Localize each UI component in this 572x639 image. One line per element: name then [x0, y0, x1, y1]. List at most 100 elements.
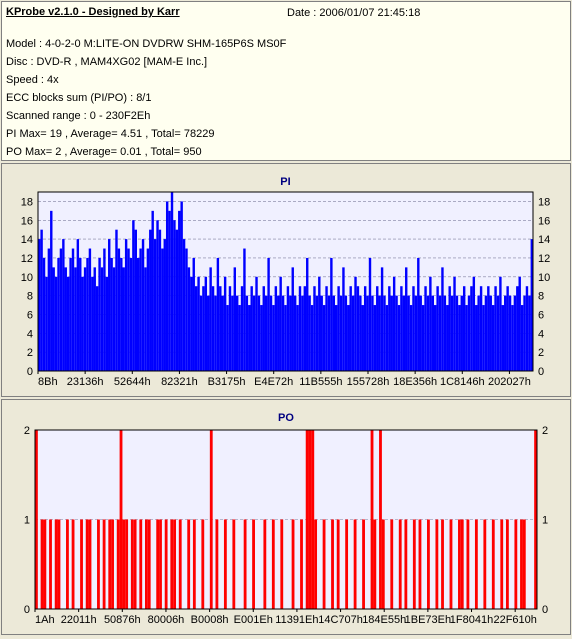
bar	[418, 519, 422, 609]
bar	[522, 519, 526, 609]
bar	[190, 276, 193, 371]
bar	[76, 239, 80, 371]
bar	[153, 239, 157, 371]
bar	[64, 267, 67, 371]
bar	[240, 286, 244, 371]
bar	[133, 519, 137, 609]
x-tick-label: 18E356h	[393, 376, 437, 388]
x-tick-label: 23136h	[67, 376, 104, 388]
bar	[436, 286, 439, 371]
bar	[404, 519, 408, 609]
bar	[467, 295, 471, 371]
y-tick-label-left: 4	[27, 328, 33, 340]
bar	[139, 248, 142, 371]
bar	[137, 257, 140, 371]
bar	[250, 286, 253, 371]
bar	[508, 295, 512, 371]
disc-line: Disc : DVD-R , MAM4XG02 [MAM-E Inc.]	[6, 56, 208, 68]
bar	[228, 286, 232, 371]
bar	[187, 267, 191, 371]
x-tick-label: 184E55h	[362, 614, 406, 626]
bar	[271, 519, 275, 609]
bar	[383, 295, 386, 371]
bar	[161, 248, 164, 371]
bar	[296, 305, 299, 371]
bar	[147, 519, 151, 609]
x-tick-label: 11B555h	[299, 376, 342, 388]
bar	[93, 267, 96, 371]
chart-title: PI	[280, 176, 290, 188]
bar	[443, 295, 447, 371]
y-tick-label-left: 0	[27, 366, 33, 378]
bar	[523, 295, 526, 371]
bar	[102, 519, 106, 609]
bar	[414, 295, 418, 371]
bar	[127, 248, 130, 371]
bar	[54, 276, 58, 371]
bar	[412, 519, 416, 609]
bar	[134, 229, 137, 371]
bar	[43, 519, 47, 609]
bar	[97, 519, 100, 609]
bar	[233, 267, 236, 371]
bar	[347, 305, 350, 371]
x-tick-label: 1F8041h	[450, 614, 493, 626]
bar	[390, 295, 393, 371]
bar	[57, 257, 60, 371]
bar	[361, 305, 364, 371]
bar	[260, 305, 263, 371]
bar	[88, 519, 92, 609]
bar	[124, 239, 128, 371]
bar	[159, 519, 162, 609]
bar	[314, 519, 318, 609]
bar	[66, 276, 70, 371]
po-stats-line: PO Max= 2 , Average= 0.01 , Total= 950	[6, 146, 202, 158]
bar	[335, 305, 338, 371]
bar	[516, 286, 519, 371]
bar	[144, 267, 147, 371]
bar	[88, 248, 92, 371]
x-tick-label: 82321h	[161, 376, 198, 388]
bar	[308, 295, 311, 371]
bar	[378, 295, 381, 371]
bar	[187, 519, 191, 609]
bar	[170, 519, 174, 609]
bar	[122, 267, 125, 371]
x-tick-label: B3175h	[208, 376, 246, 388]
bar	[327, 295, 331, 371]
bar	[111, 519, 114, 609]
pi-chart-panel: 0 0 2 2 4 4 6 6 8 8 10 10 12 12 14 14 16 16 18 18 PI 8Bh 23136…	[1, 163, 571, 397]
bar	[441, 519, 444, 609]
bar	[500, 519, 504, 609]
bar	[284, 305, 287, 371]
bar	[117, 248, 121, 371]
bar	[110, 257, 113, 371]
x-tick-label: 202027h	[488, 376, 531, 388]
scan-date: Date : 2006/01/07 21:45:18	[287, 7, 421, 19]
bar	[216, 257, 220, 371]
x-tick-label: 8Bh	[38, 376, 58, 388]
bar	[397, 305, 401, 371]
y-tick-label-left: 2	[27, 347, 33, 359]
bar	[45, 276, 48, 371]
bar	[427, 519, 430, 609]
bar	[373, 305, 377, 371]
bar	[376, 286, 379, 371]
bar	[69, 257, 72, 371]
bar	[214, 295, 217, 371]
bar	[460, 295, 463, 371]
bar	[281, 295, 285, 371]
y-tick-label-left: 6	[27, 309, 33, 321]
bar	[484, 295, 488, 371]
bar	[146, 248, 150, 371]
y-tick-label-right: 2	[538, 347, 544, 359]
bar	[168, 210, 171, 371]
bar	[320, 295, 323, 371]
bar	[279, 276, 282, 371]
bar	[491, 519, 495, 609]
bar	[390, 519, 394, 609]
bar	[466, 519, 470, 609]
bar	[477, 295, 480, 371]
bar	[300, 519, 303, 609]
bar	[402, 295, 406, 371]
